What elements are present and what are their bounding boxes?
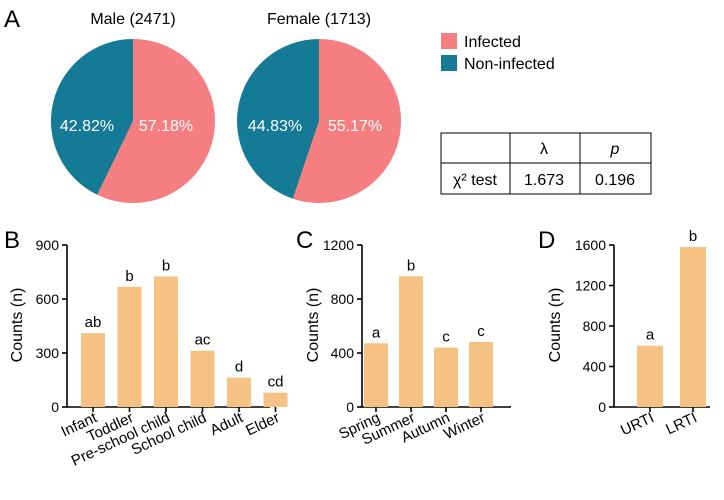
legend-swatch-infected	[441, 33, 457, 49]
y-tick-label: 1200	[323, 237, 354, 253]
significance-label: d	[235, 359, 243, 376]
pie-slice-non-infected	[237, 39, 319, 199]
bar	[227, 377, 251, 407]
bar	[434, 347, 458, 407]
significance-label: b	[162, 258, 170, 275]
pie-title-female: Female (1713)	[267, 11, 371, 28]
table-header-lambda: λ	[540, 141, 548, 158]
pie-male-infected-label: 57.18%	[139, 118, 193, 135]
pie-title-male: Male (2471)	[90, 11, 175, 28]
table-cell-test: χ² test	[453, 172, 498, 189]
category-label: LRTI	[663, 409, 699, 438]
bar	[680, 247, 706, 407]
panel-letter-c: C	[296, 227, 313, 254]
significance-label: b	[689, 228, 697, 245]
significance-label: a	[372, 324, 381, 341]
significance-label: ac	[195, 332, 211, 349]
table-cell-p: 0.196	[595, 172, 635, 189]
category-label: URTI	[618, 409, 657, 439]
y-tick-label: 400	[583, 359, 607, 375]
bar	[117, 286, 142, 407]
y-tick-label: 800	[583, 318, 607, 334]
significance-label: c	[477, 323, 485, 340]
bar	[81, 333, 105, 407]
y-tick-label: 600	[36, 291, 60, 307]
legend-label-noninfected: Non-infected	[464, 56, 555, 73]
y-tick-label: 300	[36, 345, 60, 361]
pie-slice-infected	[292, 39, 402, 204]
y-tick-label: 1200	[575, 278, 606, 294]
bar-chart-infection-site: 0 400 800 1200 1600 a URTI b LRTI	[575, 228, 710, 439]
table-cell-lambda: 1.673	[524, 172, 564, 189]
bar	[637, 345, 663, 407]
y-axis-title-b: Counts (n)	[9, 288, 26, 363]
pie-male-noninfected-label: 42.82%	[60, 118, 114, 135]
legend: Infected Non-infected	[441, 33, 555, 73]
bar	[190, 350, 215, 407]
y-tick-label: 800	[331, 291, 355, 307]
y-tick-label: 400	[331, 345, 355, 361]
pie-female-noninfected-label: 44.83%	[248, 118, 302, 135]
pie-slice-non-infected	[50, 39, 134, 195]
y-axis-title-d: Counts (n)	[547, 288, 564, 363]
y-tick-label: 900	[36, 237, 60, 253]
category-label: Winter	[441, 409, 487, 443]
significance-label: a	[646, 327, 655, 344]
bar	[364, 343, 388, 407]
pie-chart-male	[50, 39, 215, 204]
significance-label: ab	[85, 314, 102, 331]
bar	[154, 276, 178, 407]
y-axis-title-c: Counts (n)	[305, 288, 322, 363]
panel-letter-d: D	[538, 227, 555, 254]
legend-swatch-noninfected	[441, 55, 457, 71]
pie-female-infected-label: 55.17%	[328, 118, 382, 135]
legend-label-infected: Infected	[464, 34, 521, 51]
panel-letter-a: A	[4, 6, 20, 33]
bar	[469, 341, 493, 407]
bar	[263, 392, 288, 407]
chi-square-table: λ p χ² test 1.673 0.196	[440, 132, 652, 195]
significance-label: b	[407, 257, 415, 274]
panel-letter-b: B	[4, 227, 20, 254]
pie-slice-infected	[97, 39, 215, 204]
y-tick-label: 1600	[575, 237, 606, 253]
bar	[399, 276, 423, 407]
category-label: Elder	[243, 409, 282, 439]
significance-label: c	[442, 329, 450, 346]
table-header-p: p	[610, 141, 620, 158]
y-tick-label: 0	[598, 399, 606, 415]
pie-chart-female	[237, 39, 402, 204]
category-label: Adult	[208, 409, 247, 439]
significance-label: b	[125, 268, 133, 285]
y-tick-label: 0	[51, 399, 59, 415]
y-tick-label: 0	[346, 399, 354, 415]
significance-label: cd	[268, 374, 284, 391]
